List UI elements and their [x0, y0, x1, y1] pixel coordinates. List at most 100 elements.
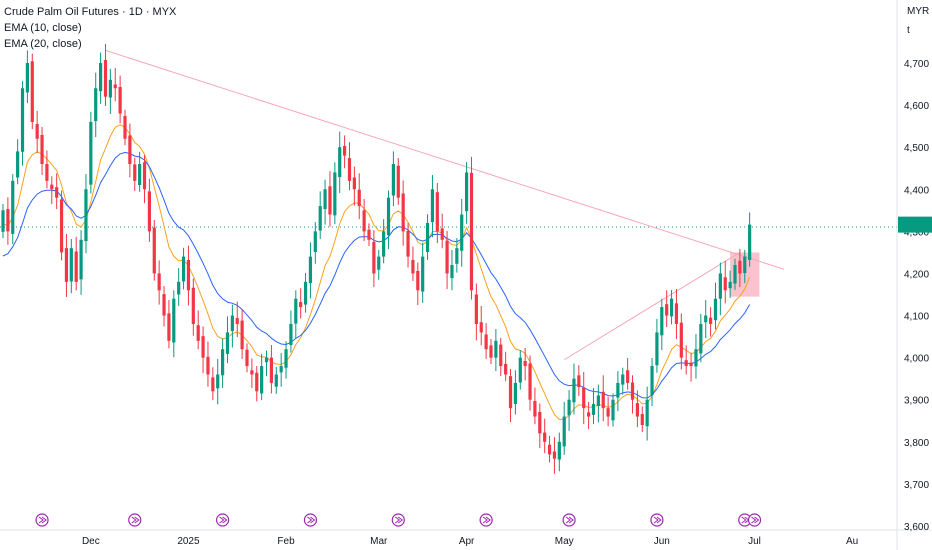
candle-body[interactable]: [709, 317, 713, 324]
candle-body[interactable]: [230, 315, 234, 332]
currency-label[interactable]: MYR: [907, 6, 930, 17]
candle-body[interactable]: [601, 391, 605, 409]
candle-body[interactable]: [406, 230, 410, 257]
candle-body[interactable]: [333, 172, 337, 216]
candle-body[interactable]: [235, 318, 239, 324]
candle-body[interactable]: [201, 336, 205, 358]
candle-body[interactable]: [450, 265, 454, 279]
candle-body[interactable]: [16, 151, 20, 178]
candle-body[interactable]: [489, 345, 493, 358]
candle-body[interactable]: [103, 60, 108, 97]
candle-body[interactable]: [606, 408, 610, 417]
candle-body[interactable]: [616, 382, 620, 398]
candle-body[interactable]: [587, 412, 591, 417]
candle-body[interactable]: [89, 121, 93, 185]
candle-body[interactable]: [128, 135, 132, 165]
candle-body[interactable]: [216, 374, 220, 389]
candle-body[interactable]: [645, 399, 649, 427]
candle-body[interactable]: [416, 270, 420, 291]
dividend-icon[interactable]: [128, 513, 142, 527]
candle-body[interactable]: [635, 403, 639, 417]
candle-body[interactable]: [25, 63, 29, 93]
candle-body[interactable]: [723, 277, 727, 291]
candle-body[interactable]: [113, 84, 117, 89]
candle-body[interactable]: [133, 164, 137, 181]
candle-body[interactable]: [84, 189, 88, 242]
dividend-icon[interactable]: [391, 513, 405, 527]
candle-body[interactable]: [591, 403, 596, 415]
candle-body[interactable]: [191, 287, 195, 324]
candle-body[interactable]: [221, 349, 225, 376]
candle-body[interactable]: [260, 366, 264, 394]
candle-body[interactable]: [718, 273, 722, 299]
candle-body[interactable]: [713, 298, 718, 321]
candle-body[interactable]: [167, 313, 171, 341]
candle-body[interactable]: [79, 239, 83, 280]
candle-body[interactable]: [142, 162, 147, 190]
candle-body[interactable]: [99, 63, 103, 92]
candle-body[interactable]: [577, 375, 581, 388]
candle-body[interactable]: [250, 370, 254, 375]
dividend-icon[interactable]: [562, 513, 576, 527]
candle-body[interactable]: [562, 416, 566, 447]
candle-body[interactable]: [69, 248, 73, 282]
candle-body[interactable]: [401, 193, 405, 232]
candle-body[interactable]: [640, 414, 644, 425]
candle-body[interactable]: [40, 134, 44, 165]
candle-body[interactable]: [118, 86, 122, 114]
candle-body[interactable]: [123, 116, 127, 139]
candle-body[interactable]: [64, 248, 69, 282]
candle-body[interactable]: [523, 361, 527, 367]
candle-body[interactable]: [299, 302, 303, 308]
candle-body[interactable]: [660, 307, 664, 336]
candle-body[interactable]: [147, 191, 151, 232]
candle-body[interactable]: [445, 240, 449, 274]
candle-body[interactable]: [743, 256, 747, 274]
candle-body[interactable]: [313, 231, 317, 252]
candle-body[interactable]: [513, 382, 517, 404]
dividend-icon[interactable]: [303, 513, 318, 527]
candle-body[interactable]: [504, 363, 508, 375]
candle-body[interactable]: [689, 362, 693, 367]
candle-body[interactable]: [694, 349, 698, 367]
candle-body[interactable]: [533, 400, 537, 417]
candle-body[interactable]: [294, 298, 298, 324]
candle-body[interactable]: [435, 192, 439, 232]
candle-body[interactable]: [728, 281, 732, 289]
candle-body[interactable]: [225, 332, 230, 354]
candle-body[interactable]: [303, 281, 308, 305]
candle-body[interactable]: [308, 256, 313, 284]
candle-body[interactable]: [465, 172, 469, 212]
candle-body[interactable]: [35, 124, 39, 139]
candle-body[interactable]: [621, 374, 625, 385]
candle-body[interactable]: [626, 370, 630, 383]
candle-body[interactable]: [30, 61, 34, 122]
candle-body[interactable]: [196, 325, 200, 341]
candle-body[interactable]: [352, 177, 356, 190]
candle-body[interactable]: [152, 227, 156, 274]
ascending-resistance-trendline[interactable]: [563, 251, 741, 361]
candle-body[interactable]: [362, 210, 366, 232]
candle-body[interactable]: [655, 332, 659, 366]
candle-body[interactable]: [508, 376, 513, 409]
candle-body[interactable]: [650, 366, 654, 396]
candle-body[interactable]: [543, 432, 547, 442]
candle-body[interactable]: [494, 340, 498, 358]
candle-body[interactable]: [274, 374, 278, 387]
candles[interactable]: [1, 44, 752, 474]
candle-body[interactable]: [11, 180, 15, 234]
candle-body[interactable]: [699, 323, 703, 354]
price-axis[interactable]: 3,600 3,700 3,800 3,900 4,000 4,100 4,200 4,300…: [898, 59, 932, 533]
legend-ema20[interactable]: EMA (20, close): [4, 38, 82, 50]
candle-body[interactable]: [372, 241, 376, 274]
candle-body[interactable]: [674, 303, 679, 324]
candle-body[interactable]: [499, 344, 503, 367]
event-markers[interactable]: [35, 513, 762, 527]
candle-body[interactable]: [255, 372, 259, 392]
candle-body[interactable]: [279, 366, 283, 373]
candle-body[interactable]: [733, 265, 737, 284]
candle-body[interactable]: [382, 231, 386, 257]
candle-body[interactable]: [455, 248, 459, 264]
candle-body[interactable]: [74, 251, 78, 282]
candle-body[interactable]: [343, 145, 347, 156]
